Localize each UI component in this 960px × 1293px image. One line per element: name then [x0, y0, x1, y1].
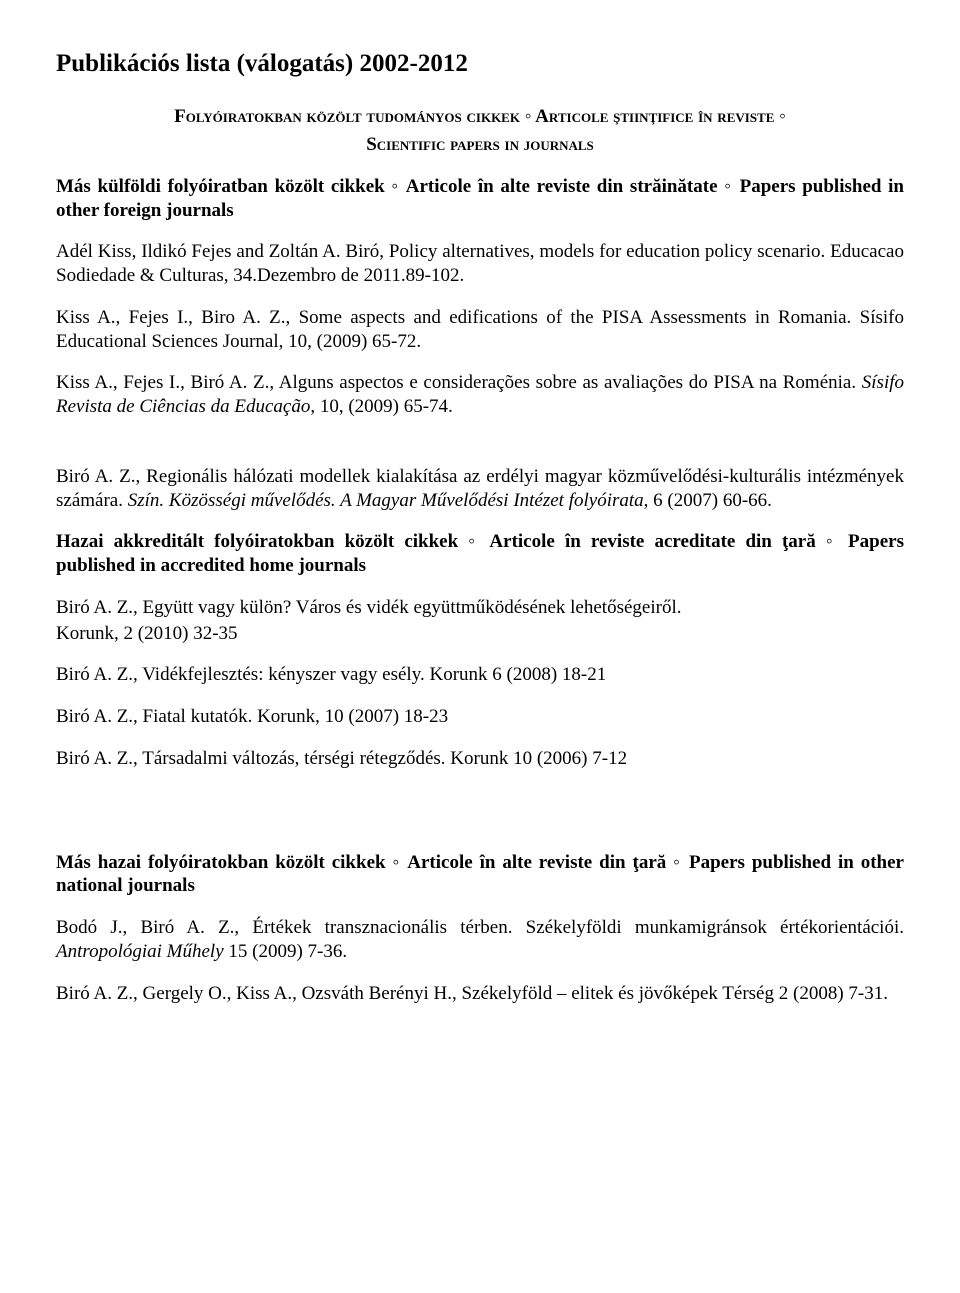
section-heading-journals-line1: Folyóiratokban közölt tudományos cikkek … [56, 105, 904, 129]
citation-3: Kiss A., Fejes I., Biró A. Z., Alguns as… [56, 371, 904, 419]
citation-9: Bodó J., Biró A. Z., Értékek transznacio… [56, 916, 904, 964]
citation-6: Biró A. Z., Vidékfejlesztés: kényszer va… [56, 663, 904, 687]
citation-1: Adél Kiss, Ildikó Fejes and Zoltán A. Bi… [56, 240, 904, 288]
page-title: Publikációs lista (válogatás) 2002-2012 [56, 48, 904, 79]
subheading-other-national-journals: Más hazai folyóiratokban közölt cikkek ◦… [56, 851, 904, 899]
subheading-foreign-journals: Más külföldi folyóiratban közölt cikkek … [56, 175, 904, 223]
citation-5-line2: Korunk, 2 (2010) 32-35 [56, 622, 904, 646]
citation-10: Biró A. Z., Gergely O., Kiss A., Ozsváth… [56, 982, 904, 1006]
subheading-accredited-home-journals: Hazai akkreditált folyóiratokban közölt … [56, 530, 904, 578]
citation-8: Biró A. Z., Társadalmi változás, térségi… [56, 747, 904, 771]
section-heading-journals-line2: Scientific papers in journals [56, 133, 904, 157]
citation-7: Biró A. Z., Fiatal kutatók. Korunk, 10 (… [56, 705, 904, 729]
citation-2: Kiss A., Fejes I., Biro A. Z., Some aspe… [56, 306, 904, 354]
citation-4: Biró A. Z., Regionális hálózati modellek… [56, 465, 904, 513]
citation-5-line1: Biró A. Z., Együtt vagy külön? Város és … [56, 596, 904, 620]
